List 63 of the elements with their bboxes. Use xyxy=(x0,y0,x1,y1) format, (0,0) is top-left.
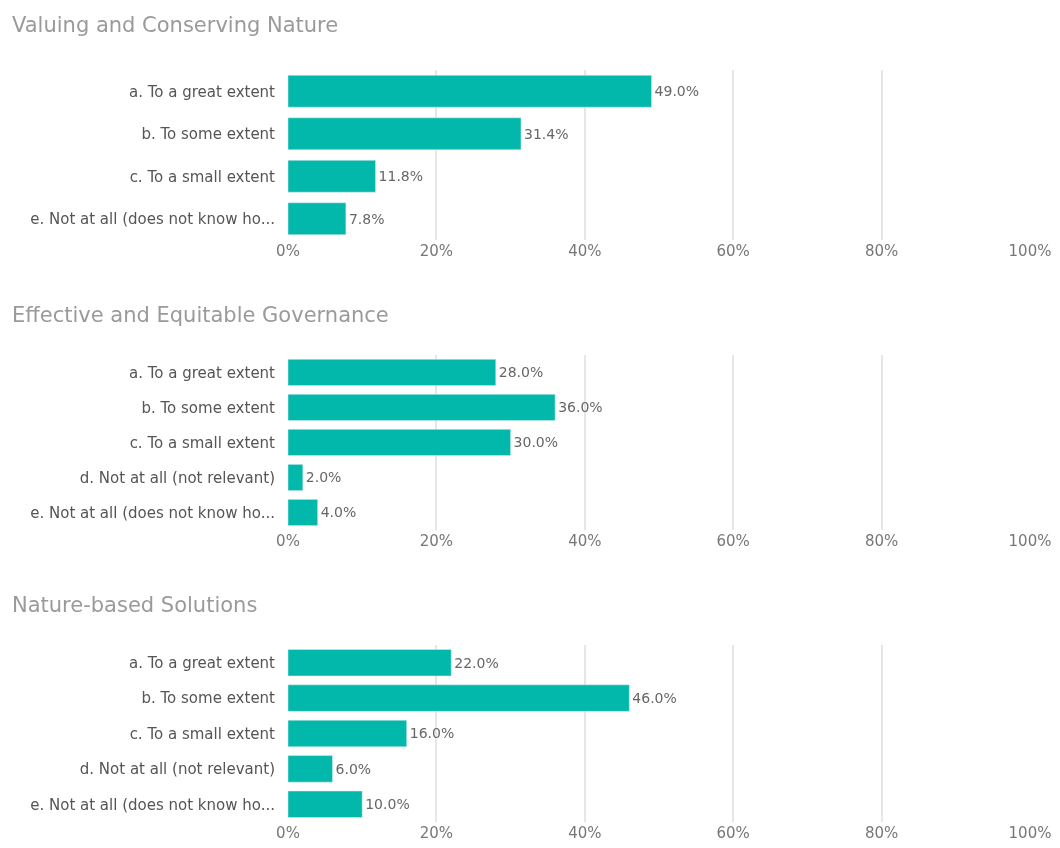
bar xyxy=(288,75,652,108)
y-tick-label: a. To a great extent xyxy=(128,653,276,672)
chart-title: Nature-based Solutions xyxy=(12,593,258,617)
x-tick-label: 60% xyxy=(716,242,750,260)
y-tick-label: c. To a small extent xyxy=(129,724,276,743)
data-label: 46.0% xyxy=(632,690,677,707)
x-tick-label: 60% xyxy=(716,824,750,842)
y-tick-label: d. Not at all (not relevant) xyxy=(79,468,275,487)
data-label: 11.8% xyxy=(378,168,424,185)
data-label: 31.4% xyxy=(523,125,569,142)
x-tick-label: 100% xyxy=(1008,242,1052,260)
bar xyxy=(288,719,407,748)
bar xyxy=(288,160,376,193)
chart-title: Valuing and Conserving Nature xyxy=(12,13,339,37)
data-label: 10.0% xyxy=(365,796,410,813)
x-tick-label: 20% xyxy=(419,242,454,260)
data-label: 28.0% xyxy=(498,364,544,381)
x-tick-label: 20% xyxy=(419,824,454,842)
y-tick-label: e. Not at all (does not know ho... xyxy=(30,503,275,522)
bar xyxy=(288,394,556,421)
data-label: 7.8% xyxy=(348,210,385,227)
y-tick-label: b. To some extent xyxy=(141,125,276,143)
x-tick-label: 20% xyxy=(419,532,454,550)
x-tick-label: 40% xyxy=(568,242,602,260)
x-tick-label: 40% xyxy=(568,532,602,550)
data-label: 2.0% xyxy=(305,469,342,486)
x-tick-label: 0% xyxy=(276,532,300,550)
data-label: 36.0% xyxy=(558,399,603,416)
x-tick-label: 100% xyxy=(1008,532,1052,550)
y-tick-label: d. Not at all (not relevant) xyxy=(79,760,275,779)
y-tick-label: e. Not at all (does not know ho... xyxy=(30,795,275,814)
x-tick-label: 60% xyxy=(716,532,750,550)
data-label: 16.0% xyxy=(409,725,455,742)
y-tick-label: e. Not at all (does not know ho... xyxy=(30,210,275,228)
chart-title: Effective and Equitable Governance xyxy=(12,303,389,327)
bar xyxy=(288,649,452,677)
bar xyxy=(288,359,497,386)
bar xyxy=(288,464,304,491)
x-tick-label: 0% xyxy=(276,824,300,842)
data-label: 30.0% xyxy=(513,434,559,451)
y-tick-label: c. To a small extent xyxy=(129,167,276,186)
y-tick-label: b. To some extent xyxy=(141,689,276,708)
bar xyxy=(288,429,511,456)
bar xyxy=(288,790,363,818)
x-tick-label: 100% xyxy=(1008,824,1052,842)
y-tick-label: a. To a great extent xyxy=(128,363,276,382)
data-label: 4.0% xyxy=(320,504,357,521)
x-tick-label: 80% xyxy=(864,242,899,260)
x-tick-label: 80% xyxy=(864,532,899,550)
x-tick-label: 0% xyxy=(276,242,300,260)
data-label: 22.0% xyxy=(454,654,499,671)
x-tick-label: 80% xyxy=(864,824,899,842)
y-tick-label: b. To some extent xyxy=(141,398,276,417)
bar xyxy=(288,499,318,526)
x-tick-label: 40% xyxy=(568,824,602,842)
data-label: 6.0% xyxy=(335,760,372,777)
data-label: 49.0% xyxy=(654,83,700,100)
bar xyxy=(288,755,333,783)
y-tick-label: c. To a small extent xyxy=(129,433,276,452)
bar xyxy=(288,202,347,235)
bar xyxy=(288,117,522,150)
y-tick-label: a. To a great extent xyxy=(128,82,276,101)
bar xyxy=(288,684,630,712)
